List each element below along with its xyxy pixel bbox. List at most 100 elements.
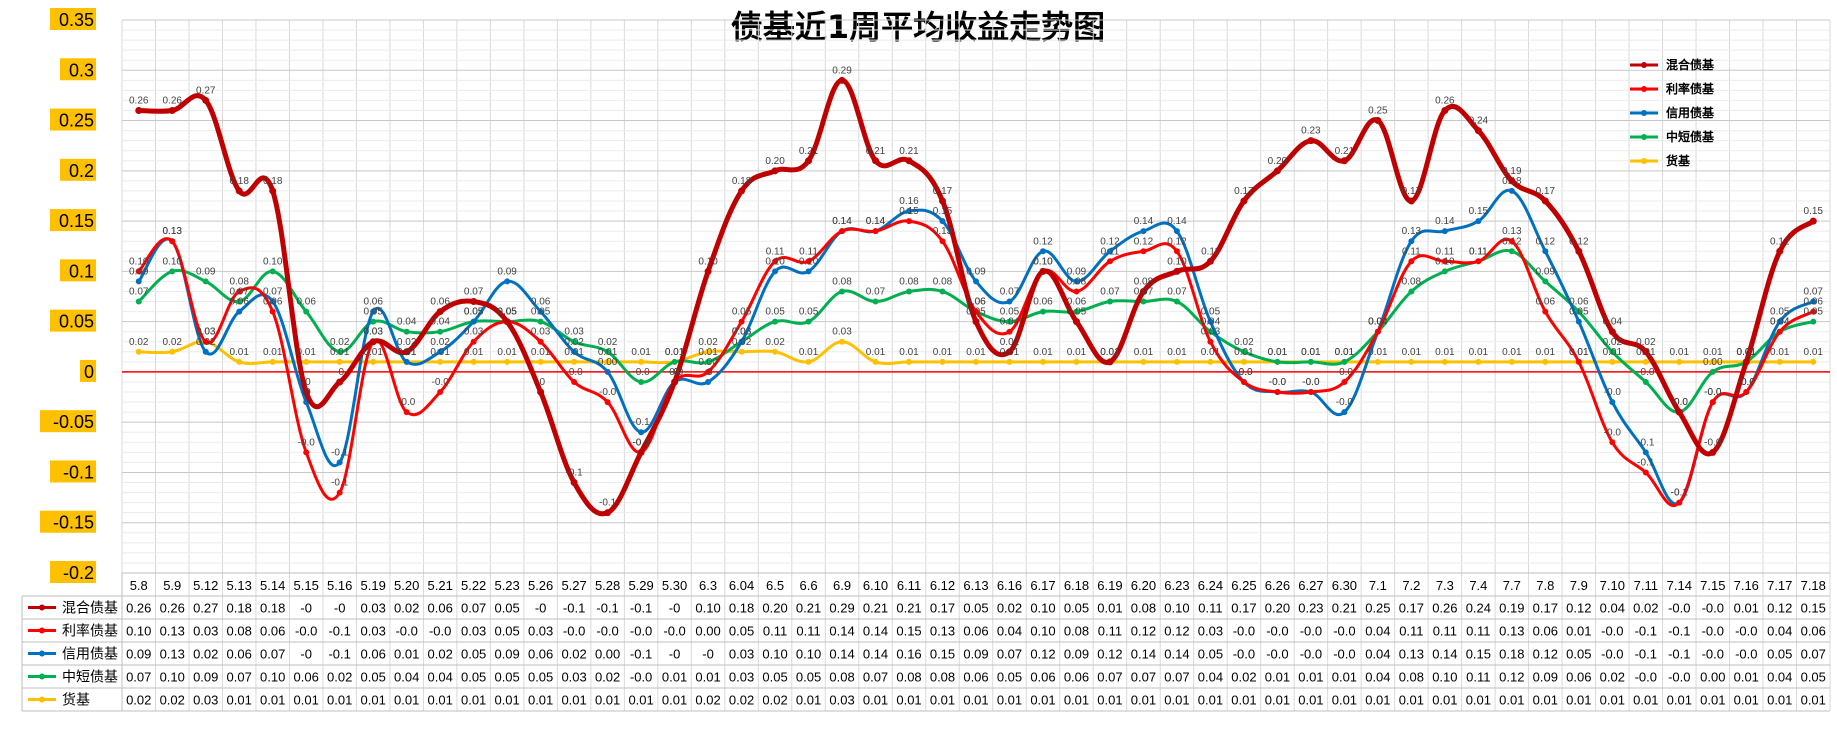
- data-label: -0.0: [599, 387, 617, 398]
- table-cell: -0: [334, 601, 346, 616]
- table-cell: 0.10: [1164, 601, 1189, 616]
- table-cell: 0.07: [227, 670, 252, 685]
- series-point: [1407, 197, 1415, 205]
- data-label: 0.01: [1603, 347, 1623, 358]
- series-point: [1709, 358, 1716, 365]
- series-point: [705, 348, 712, 355]
- series-point: [537, 338, 544, 345]
- table-cell: 0.17: [930, 601, 955, 616]
- table-cell: 0.21: [796, 601, 821, 616]
- table-cell: 0.02: [729, 693, 754, 708]
- data-label: 0.11: [1201, 246, 1220, 257]
- data-label: 0.08: [933, 276, 953, 287]
- x-tick-label: 7.2: [1402, 578, 1420, 593]
- table-cell: 0.03: [729, 670, 754, 685]
- data-label: 0.05: [1770, 307, 1790, 318]
- x-tick-label: 6.04: [729, 578, 754, 593]
- series-point: [1508, 238, 1515, 245]
- table-row-marker: [39, 673, 45, 680]
- data-label: 0.07: [464, 287, 484, 298]
- data-label: 0.12: [1134, 236, 1154, 247]
- data-label: 0.01: [1100, 347, 1120, 358]
- x-tick-label: 5.27: [561, 578, 586, 593]
- data-label: 0.08: [899, 276, 919, 287]
- table-cell: 0.01: [1734, 670, 1759, 685]
- series-layer: [135, 76, 1817, 517]
- data-label: 0.09: [1067, 266, 1087, 277]
- x-tick-label: 7.16: [1734, 578, 1759, 593]
- series-point: [1006, 328, 1013, 335]
- series-point: [1642, 449, 1649, 456]
- data-label: 0.01: [1435, 347, 1455, 358]
- table-cell: 0.26: [1432, 601, 1457, 616]
- table-cell: 0.05: [1801, 670, 1826, 685]
- y-tick-label: 0.05: [59, 312, 94, 332]
- series-point: [236, 358, 243, 365]
- series-point: [403, 328, 410, 335]
- table-cell: 0.02: [695, 693, 720, 708]
- table-cell: -0: [535, 601, 547, 616]
- table-cell: 0.05: [1198, 647, 1223, 662]
- data-label: -0: [335, 367, 344, 378]
- data-label: 0.12: [1770, 236, 1790, 247]
- table-cell: 0.01: [628, 693, 653, 708]
- y-tick-label: -0.05: [53, 412, 94, 432]
- table-row-name: 混合债基: [62, 600, 118, 617]
- table-cell: 0.18: [1499, 647, 1524, 662]
- data-label: 0.21: [799, 146, 819, 157]
- table-cell: 0.13: [160, 624, 185, 639]
- series-point: [1642, 348, 1650, 356]
- table-cell: 0.07: [126, 670, 151, 685]
- data-label: 0.10: [263, 256, 283, 267]
- table-cell: -0.0: [630, 670, 652, 685]
- data-label: 0.01: [866, 347, 886, 358]
- series-point: [973, 278, 979, 285]
- data-label: -0.0: [632, 437, 650, 448]
- data-label: 0.01: [229, 347, 249, 358]
- table-cell: 0.02: [762, 693, 787, 708]
- data-label: -0.1: [1671, 488, 1689, 499]
- data-label: 0.01: [598, 347, 618, 358]
- legend-marker: [1641, 158, 1647, 164]
- series-point: [1173, 267, 1181, 275]
- series-point: [1508, 248, 1515, 255]
- table-cell: 0.01: [394, 647, 419, 662]
- data-label: -0: [302, 387, 311, 398]
- data-label: 0.10: [1167, 256, 1187, 267]
- series-point: [604, 509, 612, 517]
- series-point: [1173, 248, 1180, 255]
- series-point: [470, 298, 478, 306]
- table-cell: 0.14: [1131, 647, 1156, 662]
- table-cell: 0.06: [428, 601, 453, 616]
- table-cell: -0.0: [1735, 624, 1757, 639]
- table-cell: 0.01: [361, 693, 386, 708]
- series-point: [604, 358, 611, 365]
- table-cell: 0.05: [461, 647, 486, 662]
- table-cell: 0.11: [1433, 624, 1457, 639]
- table-cell: 0.04: [1767, 624, 1792, 639]
- data-label: 0.01: [296, 347, 316, 358]
- series-point: [1273, 167, 1281, 175]
- table-cell: 0.09: [193, 670, 218, 685]
- table-cell: 0.01: [595, 693, 620, 708]
- data-label: 0.02: [163, 337, 183, 348]
- series-point: [1575, 247, 1583, 255]
- table-cell: 0.01: [1097, 693, 1122, 708]
- series-point: [1039, 248, 1046, 255]
- table-cell: -0.0: [1635, 670, 1657, 685]
- data-label: 0.05: [531, 307, 551, 318]
- table-cell: 0.05: [796, 670, 821, 685]
- series-point: [604, 368, 611, 375]
- table-cell: 0.11: [1399, 624, 1423, 639]
- series-point: [303, 449, 310, 456]
- data-label: 0.01: [1569, 347, 1589, 358]
- table-cell: 0.02: [1600, 670, 1625, 685]
- data-label: 0.14: [1167, 216, 1187, 227]
- table-cell: 0.04: [1365, 647, 1390, 662]
- series-point: [135, 278, 142, 285]
- series-point: [1140, 248, 1147, 255]
- series-point: [1106, 298, 1113, 305]
- data-label: 0.01: [1536, 347, 1556, 358]
- series-point: [638, 378, 645, 385]
- table-cell: -0.0: [1333, 647, 1355, 662]
